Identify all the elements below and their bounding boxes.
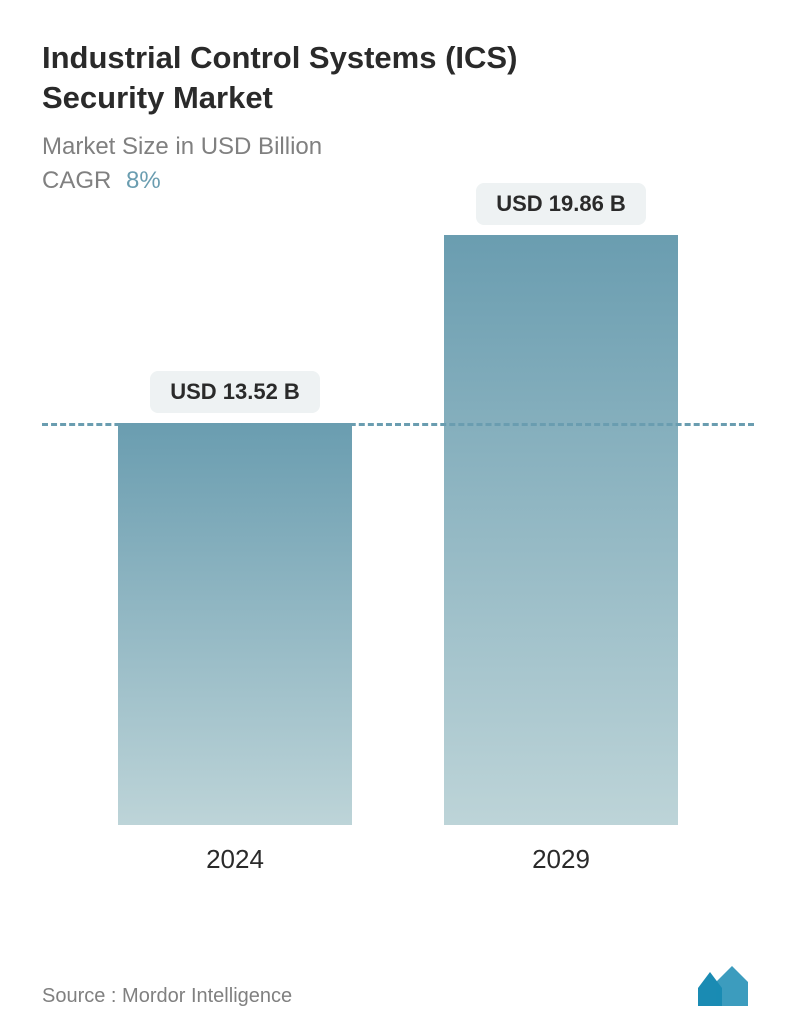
bar-group-0: USD 13.52 B	[118, 371, 352, 825]
bars-container: USD 13.52 B USD 19.86 B	[42, 235, 754, 825]
footer: Source : Mordor Intelligence	[42, 964, 754, 1008]
x-axis-labels: 2024 2029	[42, 844, 754, 875]
brand-logo-icon	[696, 964, 754, 1008]
cagr-value: 8%	[126, 167, 161, 194]
cagr-label: CAGR	[42, 167, 111, 194]
reference-line	[42, 423, 754, 426]
chart-title: Industrial Control Systems (ICS) Securit…	[42, 38, 602, 119]
chart-area: USD 13.52 B USD 19.86 B 2024 2029	[42, 235, 754, 875]
bar-0	[118, 423, 352, 825]
bar-group-1: USD 19.86 B	[444, 183, 678, 825]
value-label-1: USD 19.86 B	[476, 183, 646, 225]
bar-1	[444, 235, 678, 825]
x-label-1: 2029	[444, 844, 678, 875]
chart-subtitle: Market Size in USD Billion	[42, 133, 754, 161]
value-label-0: USD 13.52 B	[150, 371, 320, 413]
x-label-0: 2024	[118, 844, 352, 875]
source-text: Source : Mordor Intelligence	[42, 985, 292, 1008]
